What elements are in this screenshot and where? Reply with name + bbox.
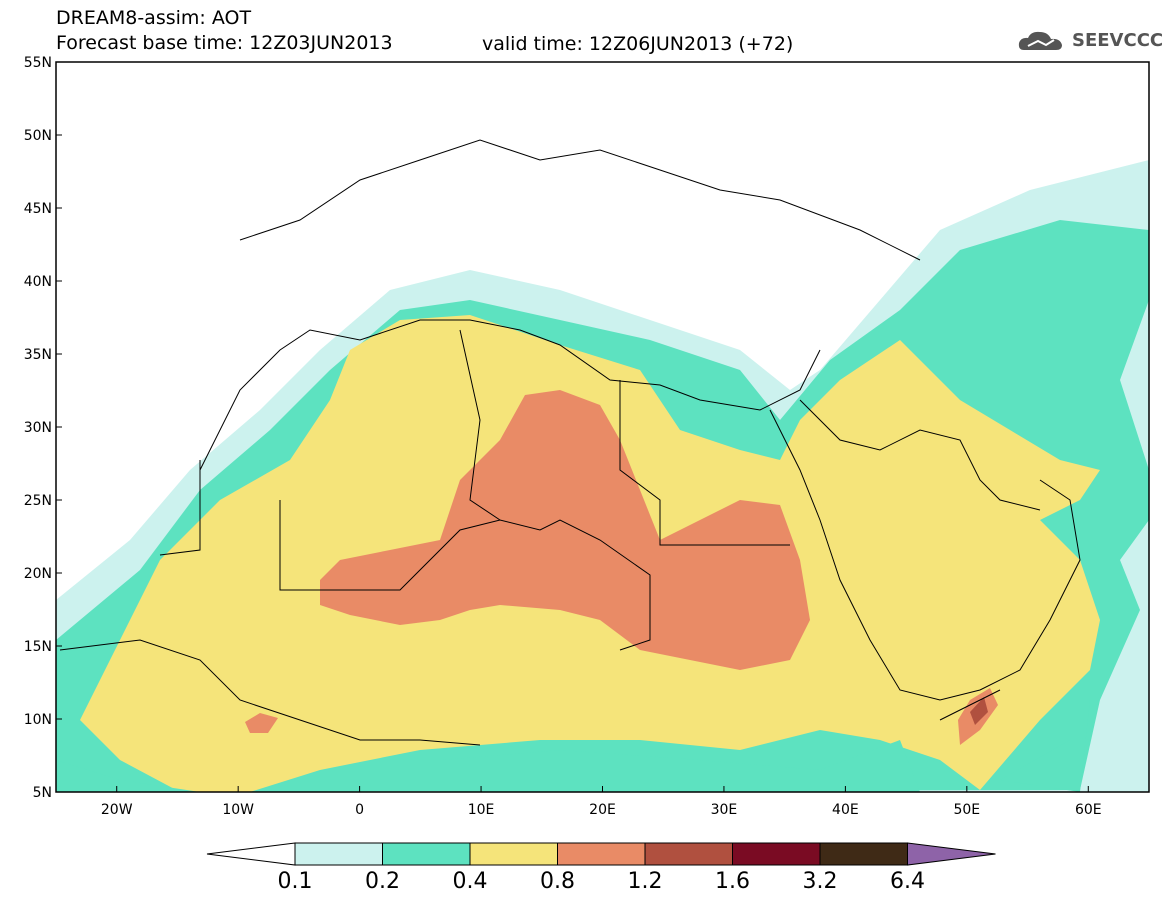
lon-tick-label: 20W xyxy=(101,802,133,818)
lon-tick-label: 60E xyxy=(1075,802,1102,818)
lat-tick-label: 25N xyxy=(24,493,52,509)
lat-tick-label: 50N xyxy=(24,128,52,144)
aot-1.2-spot xyxy=(970,697,988,725)
valid-time: valid time: 12Z06JUN2013 (+72) xyxy=(482,33,794,55)
lon-tick-label: 20E xyxy=(589,802,616,818)
lat-tick-label: 20N xyxy=(24,566,52,582)
colorbar-label: 0.8 xyxy=(540,869,575,894)
lon-tick-label: 40E xyxy=(832,802,859,818)
colorbar-segment xyxy=(732,842,821,866)
lat-tick-label: 45N xyxy=(24,201,52,217)
colorbar-label: 0.2 xyxy=(365,869,400,894)
map-title: DREAM8-assim: AOT xyxy=(56,7,252,29)
aot-0.2-south xyxy=(56,700,1090,792)
colorbar-label: 1.2 xyxy=(627,869,663,894)
colorbar-label: 0.4 xyxy=(452,869,488,894)
colorbar-label: 1.6 xyxy=(715,869,750,894)
lon-tick-label: 0 xyxy=(355,802,364,818)
lon-tick-label: 10E xyxy=(468,802,495,818)
lat-tick-label: 30N xyxy=(24,420,52,436)
colorbar-segment xyxy=(819,842,908,866)
colorbar-arrow-low xyxy=(206,842,296,866)
colorbar-label: 0.1 xyxy=(277,869,313,894)
aot-0.8-field xyxy=(320,390,810,670)
cloud-logo-icon xyxy=(1018,31,1062,50)
lat-tick-label: 10N xyxy=(24,712,52,728)
colorbar-segment xyxy=(382,842,471,866)
colorbar xyxy=(206,842,996,866)
base-time: Forecast base time: 12Z03JUN2013 xyxy=(56,32,393,54)
lon-tick-label: 30E xyxy=(711,802,738,818)
latitude-ticks: 5N 10N 15N 20N 25N 30N 35N 40N 45N 50N 55N xyxy=(24,55,62,801)
longitude-ticks: 20W 10W 0 10E 20E 30E 40E 50E 60E xyxy=(101,786,1102,818)
colorbar-segment xyxy=(557,842,646,866)
logo-text: SEEVCCC xyxy=(1072,30,1164,51)
colorbar-label: 3.2 xyxy=(802,869,838,894)
lon-tick-label: 50E xyxy=(953,802,980,818)
colorbar-arrow-high xyxy=(907,842,996,866)
colorbar-segment xyxy=(294,842,383,866)
lat-tick-label: 55N xyxy=(24,55,52,71)
lat-tick-label: 15N xyxy=(24,639,52,655)
lon-tick-label: 10W xyxy=(222,802,254,818)
lat-tick-label: 35N xyxy=(24,347,52,363)
colorbar-label: 6.4 xyxy=(890,869,925,894)
colorbar-segment xyxy=(469,842,558,866)
colorbar-segment xyxy=(644,842,733,866)
lat-tick-label: 5N xyxy=(33,785,52,801)
lat-tick-label: 40N xyxy=(24,274,52,290)
